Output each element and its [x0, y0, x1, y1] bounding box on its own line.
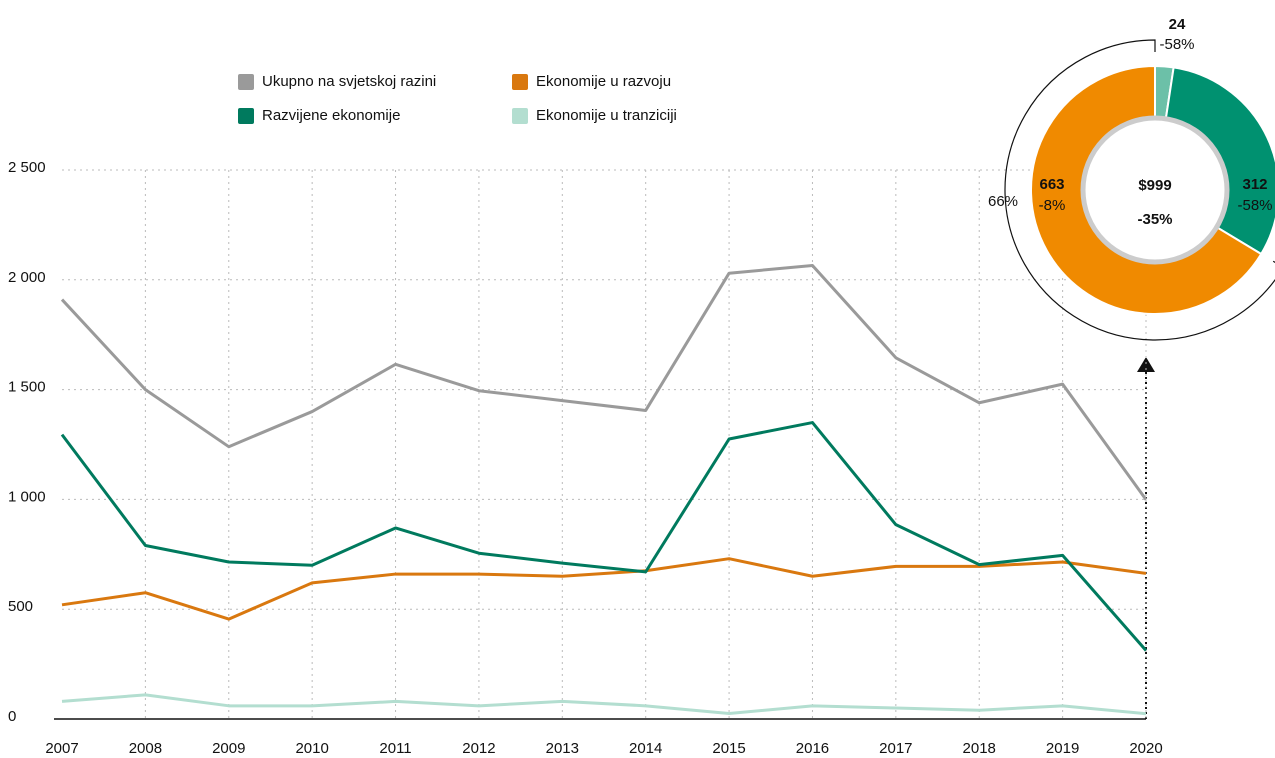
legend-swatch: [512, 74, 528, 90]
x-tick-label: 2010: [295, 740, 328, 757]
x-tick-label: 2014: [629, 740, 662, 757]
x-tick-label: 2011: [379, 740, 411, 757]
bracket-arc: [1004, 39, 1275, 341]
donut-center: [1080, 115, 1230, 265]
y-tick-label: 500: [8, 598, 33, 615]
x-tick-label: 2019: [1046, 740, 1079, 757]
x-tick-label: 2007: [45, 740, 78, 757]
x-tick-label: 2016: [796, 740, 829, 757]
series-line: [60, 421, 1148, 652]
x-tick-label: 2013: [546, 740, 579, 757]
slice-value-label: 24: [1169, 16, 1186, 33]
slice-value-label: 663: [1039, 176, 1064, 193]
legend-label: Ekonomije u razvoju: [536, 73, 671, 90]
legend-label: Ekonomije u tranziciji: [536, 107, 677, 124]
y-tick-label: 2 000: [8, 269, 46, 286]
center-label: $999: [1138, 177, 1171, 194]
arrow-head: [1137, 357, 1155, 372]
bracket-label: 66%: [988, 193, 1018, 210]
x-tick-label: 2015: [712, 740, 745, 757]
x-tick-label: 2018: [963, 740, 996, 757]
legend-label: Razvijene ekonomije: [262, 107, 400, 124]
slice-change-label: -8%: [1039, 197, 1066, 214]
series-line: [61, 693, 1147, 716]
legend-swatch: [512, 108, 528, 124]
y-tick-label: 2 500: [8, 159, 46, 176]
slice-value-label: 312: [1242, 176, 1267, 193]
legend-swatch: [238, 108, 254, 124]
slice-change-label: -58%: [1237, 197, 1272, 214]
center-change: -35%: [1137, 211, 1172, 228]
x-tick-label: 2009: [212, 740, 245, 757]
x-tick-label: 2017: [879, 740, 912, 757]
legend-swatch: [238, 74, 254, 90]
x-tick-label: 2012: [462, 740, 495, 757]
series-line: [60, 264, 1148, 501]
slice-change-label: -58%: [1159, 36, 1194, 53]
series-line: [61, 557, 1147, 621]
y-tick-label: 1 000: [8, 488, 46, 505]
x-tick-label: 2020: [1129, 740, 1162, 757]
x-tick-label: 2008: [129, 740, 162, 757]
legend-label: Ukupno na svjetskoj razini: [262, 73, 436, 90]
y-tick-label: 1 500: [8, 379, 46, 396]
y-tick-label: 0: [8, 708, 16, 725]
